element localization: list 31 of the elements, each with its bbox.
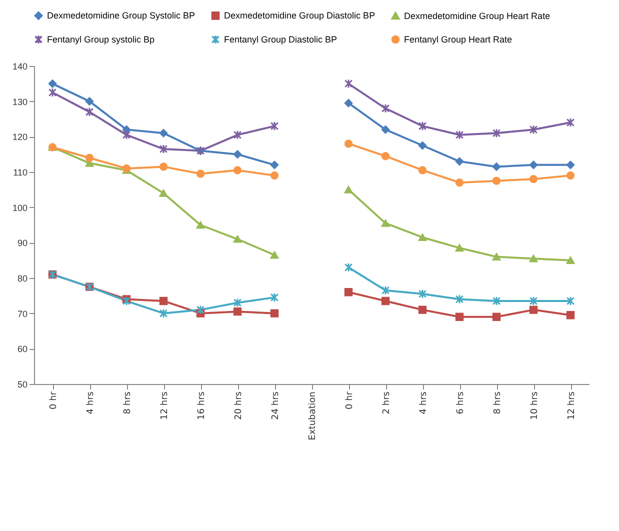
legend-label: Dexmedetomidine Group Heart Rate [404,10,550,21]
x-tick-label: Extubation [308,392,318,440]
y-tick-label: 70 [17,308,28,319]
y-tick-label: 120 [12,132,28,142]
x-tick-label: 10 hrs [530,391,540,420]
x-tick-label: 8 hrs [123,391,133,414]
y-tick-label: 90 [17,238,28,248]
x-tick-label: 20 hrs [234,391,244,420]
y-tick-label: 80 [17,274,28,284]
x-tick-label: 12 hrs [567,391,577,420]
x-tick-label: 16 hrs [197,391,207,420]
x-tick-label: 24 hrs [271,391,281,420]
y-tick-label: 140 [12,62,28,72]
x-tick-label: 8 hrs [493,391,503,414]
x-tick-label: 6 hrs [456,391,466,414]
y-tick-label: 100 [12,202,28,213]
x-tick-label: 12 hrs [160,391,170,420]
y-tick-label: 50 [17,380,28,390]
legend-label: Dexmedetomidine Group Diastolic BP [224,10,376,21]
legend-label: Fentanyl Group Heart Rate [404,34,512,44]
x-tick-label: 0 hr [49,391,59,410]
legend-label: Dexmedetomidine Group Systolic BP [47,10,196,21]
x-tick-label: 2 hrs [382,391,392,414]
y-tick-label: 130 [12,96,28,107]
legend-label: Fentanyl Group systolic Bp [47,34,155,44]
x-tick-label: 4 hrs [86,391,96,414]
x-tick-label: 0 hr [345,391,355,410]
legend-label: Fentanyl Group Diastolic BP [224,34,338,44]
y-tick-label: 110 [13,168,28,178]
x-tick-label: 4 hrs [419,391,429,414]
y-tick-label: 60 [17,344,28,354]
